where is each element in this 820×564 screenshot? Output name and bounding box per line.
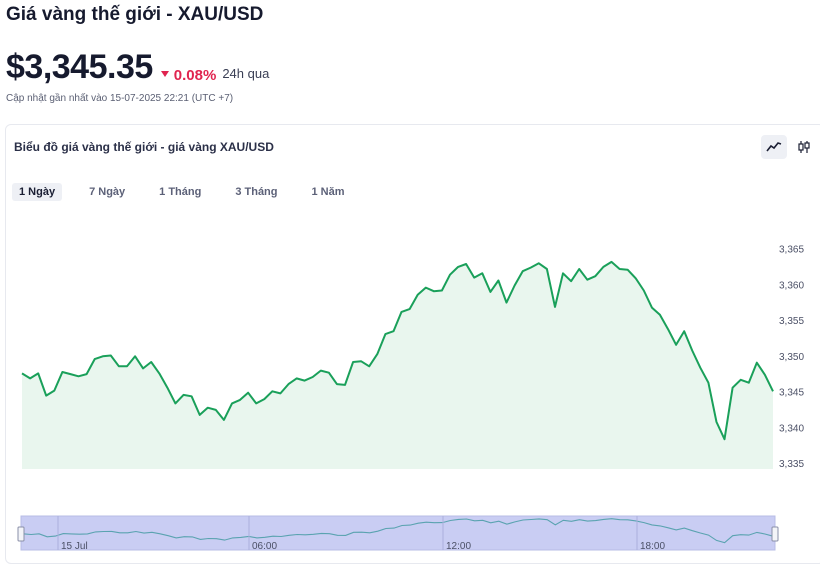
last-updated: Cập nhật gần nhất vào 15-07-2025 22:21 (… bbox=[6, 93, 234, 104]
change-period: 24h qua bbox=[222, 66, 270, 81]
line-chart-icon bbox=[766, 142, 782, 152]
tab-7-days[interactable]: 7 Ngày bbox=[89, 186, 126, 198]
down-arrow-icon bbox=[160, 71, 169, 77]
change-percent: 0.08% bbox=[173, 66, 217, 84]
price-summary: $3,345.35 0.08% 24h qua bbox=[6, 48, 269, 87]
page-title: Giá vàng thế giới - XAU/USD bbox=[6, 4, 264, 25]
price-change: 0.08% bbox=[160, 66, 217, 84]
tab-1-year[interactable]: 1 Năm bbox=[311, 186, 345, 198]
chart-title: Biểu đồ giá vàng thế giới - giá vàng XAU… bbox=[14, 140, 274, 154]
line-chart-button[interactable] bbox=[761, 135, 787, 159]
candlestick-button[interactable] bbox=[791, 135, 817, 159]
current-price: $3,345.35 bbox=[6, 48, 153, 86]
tab-1-day[interactable]: 1 Ngày bbox=[12, 183, 63, 201]
time-range-tabs: 1 Ngày 7 Ngày 1 Tháng 3 Tháng 1 Năm bbox=[6, 183, 372, 201]
chart-card: Biểu đồ giá vàng thế giới - giá vàng XAU… bbox=[5, 124, 820, 564]
chart-type-toggle bbox=[761, 135, 817, 159]
candlestick-icon bbox=[798, 141, 810, 153]
tab-3-months[interactable]: 3 Tháng bbox=[235, 186, 278, 198]
tab-1-month[interactable]: 1 Tháng bbox=[159, 186, 202, 198]
